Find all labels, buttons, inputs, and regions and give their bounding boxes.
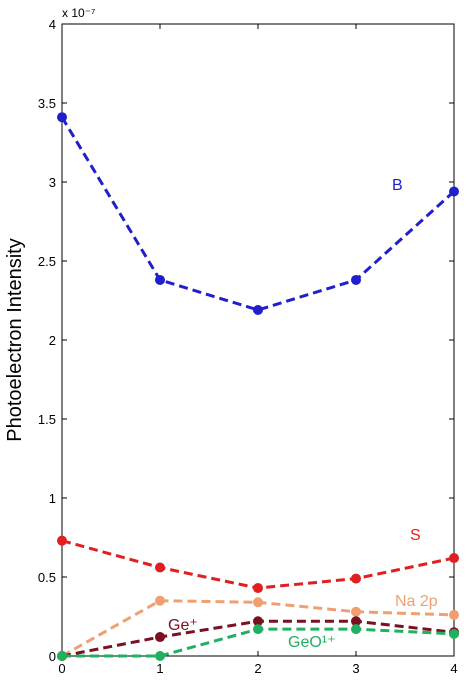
y-tick-label: 2 <box>49 333 56 348</box>
data-point <box>449 628 459 639</box>
data-point <box>351 616 361 627</box>
y-tick-label: 3 <box>49 175 56 190</box>
y-tick-label: 3.5 <box>38 96 56 111</box>
data-point <box>253 304 263 315</box>
data-point <box>155 274 165 285</box>
y-tick-label: 1.5 <box>38 412 56 427</box>
axis-ticks <box>61 23 455 657</box>
tick-labels: 0 1 2 3 4 0 0.5 1 1.5 2 2.5 3 3.5 4 <box>38 17 458 676</box>
data-point <box>57 535 67 546</box>
series-label: GeO¹⁺ <box>288 634 336 651</box>
x-tick-label: 0 <box>58 661 65 676</box>
x-tick-label: 2 <box>254 661 261 676</box>
y-axis-title: Photoelectron Intensity <box>4 238 26 441</box>
series-labels: B S Na 2p Ge⁺ GeO¹⁺ <box>168 177 438 651</box>
data-point <box>253 597 263 608</box>
data-point <box>351 624 361 635</box>
y-scale-label: x 10⁻⁷ <box>62 6 95 20</box>
y-tick-label: 0.5 <box>38 570 56 585</box>
x-tick-label: 3 <box>352 661 359 676</box>
data-point <box>351 606 361 617</box>
series-line-0 <box>60 116 456 312</box>
x-tick-label: 4 <box>450 661 457 676</box>
data-point <box>155 632 165 643</box>
y-tick-label: 0 <box>49 649 56 664</box>
y-tick-label: 2.5 <box>38 254 56 269</box>
series-points <box>57 112 459 661</box>
x-tick-label: 1 <box>156 661 163 676</box>
series-label: Ge⁺ <box>168 617 198 634</box>
series-label: B <box>392 177 403 194</box>
series-label: Na 2p <box>395 593 438 610</box>
data-point <box>449 609 459 620</box>
y-tick-label: 1 <box>49 491 56 506</box>
data-point <box>155 595 165 606</box>
data-point <box>253 583 263 594</box>
data-point <box>57 112 67 123</box>
data-point <box>449 186 459 197</box>
data-point <box>155 651 165 661</box>
data-point <box>253 624 263 635</box>
series-label: S <box>410 527 421 544</box>
y-tick-label: 4 <box>49 17 56 32</box>
plot-frame <box>61 23 455 657</box>
data-point <box>449 553 459 564</box>
data-point <box>57 651 67 661</box>
data-point <box>253 616 263 627</box>
data-point <box>351 573 361 584</box>
data-point <box>155 562 165 573</box>
data-point <box>351 274 361 285</box>
